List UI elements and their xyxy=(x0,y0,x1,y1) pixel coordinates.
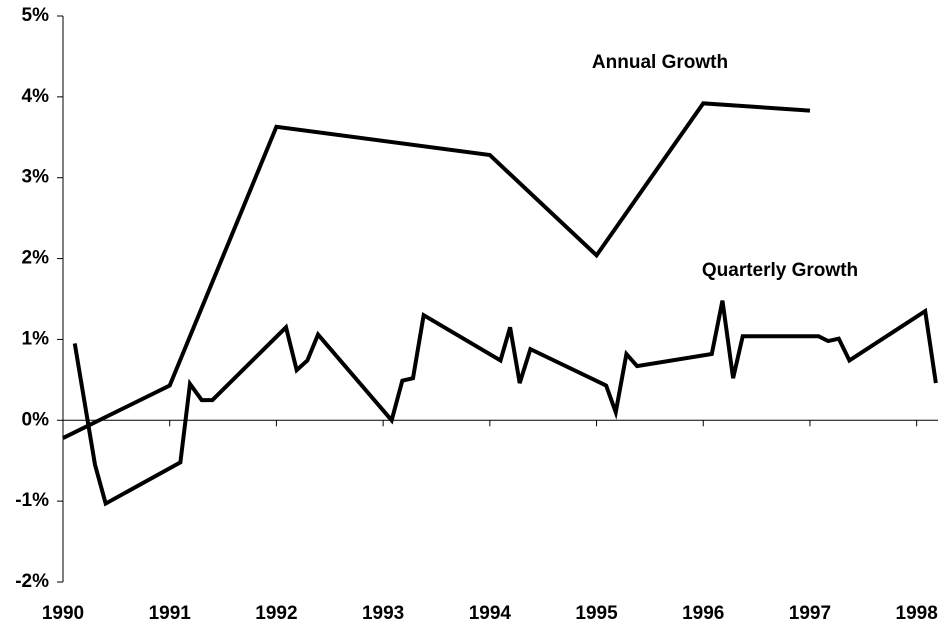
y-tick-label: 5% xyxy=(22,5,50,26)
x-tick-label: 1998 xyxy=(896,603,938,624)
x-tick-label: 1996 xyxy=(682,603,724,624)
y-tick-label: -1% xyxy=(15,490,49,511)
x-tick-label: 1995 xyxy=(575,603,618,624)
x-tick-label: 1994 xyxy=(469,603,512,624)
x-tick-label: 1991 xyxy=(149,603,192,624)
x-tick-label: 1993 xyxy=(362,603,404,624)
y-tick-label: 1% xyxy=(22,328,50,349)
x-tick-label: 1992 xyxy=(255,603,297,624)
y-tick-label: 2% xyxy=(22,248,50,269)
series-line xyxy=(62,101,811,440)
y-tick-label: 4% xyxy=(22,86,50,107)
y-tick-label: 0% xyxy=(22,409,50,430)
x-tick-label: 1997 xyxy=(789,603,831,624)
y-tick-label: 3% xyxy=(22,167,50,188)
y-tick-label: -2% xyxy=(15,571,49,592)
series-line xyxy=(72,300,938,507)
x-tick-label: 1990 xyxy=(42,603,84,624)
annotation: Quarterly Growth xyxy=(702,260,858,281)
annotation: Annual Growth xyxy=(592,52,728,73)
